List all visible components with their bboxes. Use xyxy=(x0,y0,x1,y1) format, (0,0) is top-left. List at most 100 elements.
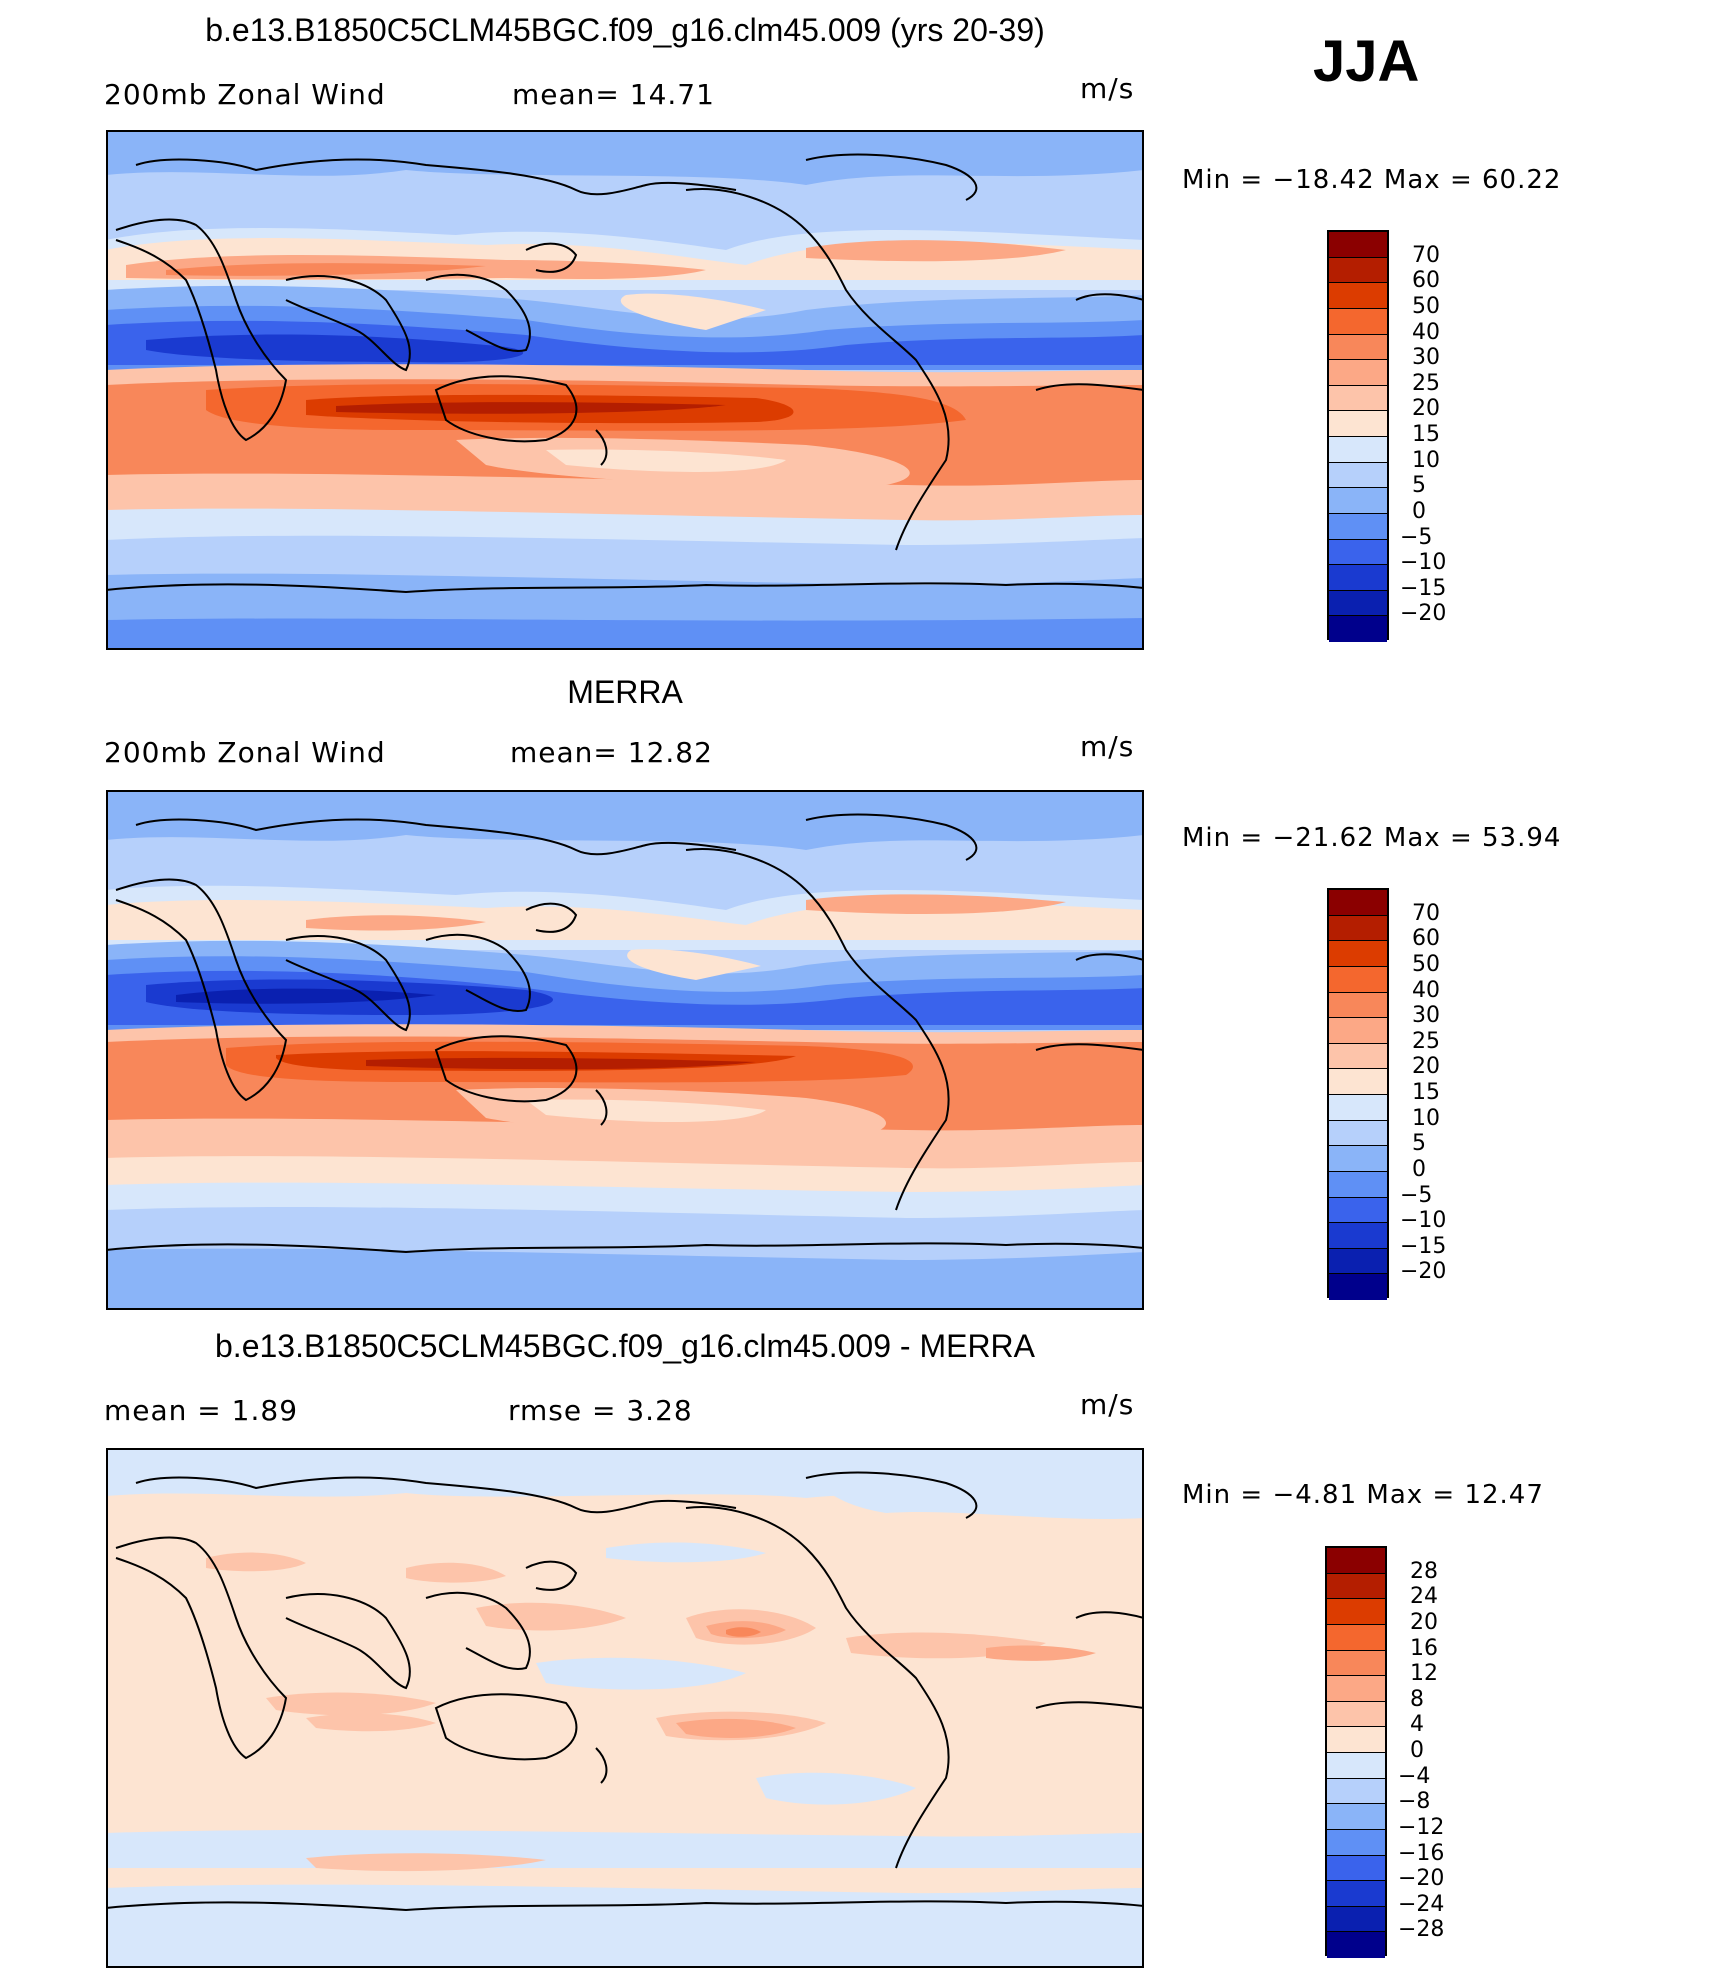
panel-1-title: b.e13.B1850C5CLM45BGC.f09_g16.clm45.009 … xyxy=(205,12,1045,48)
colorbar-swatch xyxy=(1329,915,1387,942)
colorbar-tick-label: 20 xyxy=(1412,1054,1440,1080)
colorbar-swatch xyxy=(1329,590,1387,617)
colorbar-tick-label: 15 xyxy=(1412,1080,1440,1105)
colorbar-tick-label: −8 xyxy=(1398,1789,1431,1815)
panel-1-colorbar xyxy=(1327,230,1389,642)
colorbar-swatch xyxy=(1327,1778,1385,1805)
colorbar-tick-label: 8 xyxy=(1410,1686,1424,1712)
colorbar-swatch xyxy=(1329,232,1387,258)
season-label: JJA xyxy=(1313,29,1420,94)
colorbar-tick-label: 40 xyxy=(1412,319,1440,345)
colorbar-swatch xyxy=(1329,1274,1387,1300)
colorbar-tick-label: −15 xyxy=(1400,1233,1447,1259)
panel-2-variable-label: 200mb Zonal Wind xyxy=(104,736,386,769)
colorbar-swatch xyxy=(1329,1223,1387,1249)
panel-3-colorbar xyxy=(1325,1546,1387,1958)
colorbar-tick-label: 12 xyxy=(1410,1661,1438,1687)
colorbar-swatch xyxy=(1327,1829,1385,1856)
colorbar-swatch xyxy=(1329,1069,1387,1095)
panel-1-mean-label: mean= 14.71 xyxy=(512,78,715,111)
colorbar-swatch xyxy=(1327,1804,1385,1830)
panel-3-contour-field xyxy=(106,1448,1144,1968)
colorbar-swatch xyxy=(1329,1248,1387,1275)
colorbar-tick-label: −10 xyxy=(1400,1208,1447,1234)
panel-1-units: m/s xyxy=(1080,72,1135,105)
colorbar-swatch xyxy=(1329,462,1387,489)
panel-2-mean-label: mean= 12.82 xyxy=(510,736,713,769)
colorbar-tick-label: 10 xyxy=(1412,1105,1440,1131)
colorbar-tick-label: 10 xyxy=(1412,447,1440,473)
colorbar-tick-label: −10 xyxy=(1400,550,1447,576)
colorbar-swatch xyxy=(1327,1701,1385,1728)
panel-3-map xyxy=(106,1448,1144,1968)
colorbar-swatch xyxy=(1329,966,1387,993)
colorbar-tick-label: 24 xyxy=(1410,1584,1438,1610)
panel-2-title: MERRA xyxy=(567,674,683,710)
colorbar-tick-label: −5 xyxy=(1400,524,1433,550)
colorbar-swatch xyxy=(1329,941,1387,967)
colorbar-tick-label: −4 xyxy=(1398,1763,1431,1789)
colorbar-tick-label: 16 xyxy=(1410,1635,1438,1661)
colorbar-swatch xyxy=(1327,1573,1385,1600)
colorbar-tick-label: −12 xyxy=(1398,1814,1445,1840)
colorbar-swatch xyxy=(1327,1932,1385,1958)
panel-2-contour-field xyxy=(106,790,1144,1310)
colorbar-swatch xyxy=(1327,1676,1385,1702)
colorbar-tick-label: 15 xyxy=(1412,422,1440,447)
colorbar-tick-label: 0 xyxy=(1410,1738,1424,1763)
colorbar-swatch xyxy=(1329,411,1387,437)
colorbar-swatch xyxy=(1329,890,1387,916)
panel-2-map xyxy=(106,790,1144,1310)
colorbar-swatch xyxy=(1327,1624,1385,1651)
colorbar-swatch xyxy=(1329,488,1387,514)
colorbar-tick-label: 5 xyxy=(1412,1131,1426,1157)
colorbar-tick-label: 0 xyxy=(1412,498,1426,524)
panel-2-units: m/s xyxy=(1080,730,1135,763)
colorbar-swatch xyxy=(1327,1753,1385,1779)
colorbar-swatch xyxy=(1329,334,1387,361)
colorbar-swatch xyxy=(1329,992,1387,1019)
colorbar-swatch xyxy=(1327,1548,1385,1574)
colorbar-tick-label: 25 xyxy=(1412,1028,1440,1054)
colorbar-tick-label: −20 xyxy=(1398,1866,1445,1892)
colorbar-tick-label: −15 xyxy=(1400,575,1447,601)
colorbar-swatch xyxy=(1329,437,1387,463)
panel-2-colorbar xyxy=(1327,888,1389,1300)
colorbar-swatch xyxy=(1329,257,1387,284)
colorbar-swatch xyxy=(1329,1146,1387,1172)
colorbar-swatch xyxy=(1329,1018,1387,1044)
colorbar-swatch xyxy=(1329,385,1387,412)
colorbar-swatch xyxy=(1329,283,1387,309)
colorbar-tick-label: 60 xyxy=(1412,268,1440,294)
colorbar-swatch xyxy=(1329,360,1387,386)
colorbar-tick-label: 40 xyxy=(1412,977,1440,1003)
panel-1-minmax: Min = −18.42 Max = 60.22 xyxy=(1182,165,1562,195)
panel-1-variable-label: 200mb Zonal Wind xyxy=(104,78,386,111)
colorbar-tick-label: 30 xyxy=(1412,345,1440,371)
colorbar-tick-label: 20 xyxy=(1412,396,1440,422)
panel-3-mean-label: mean = 1.89 xyxy=(104,1394,299,1427)
panel-2-coastlines xyxy=(106,813,1144,1254)
colorbar-tick-label: −5 xyxy=(1400,1182,1433,1208)
colorbar-tick-label: 0 xyxy=(1412,1156,1426,1182)
colorbar-swatch xyxy=(1327,1906,1385,1933)
colorbar-tick-label: 5 xyxy=(1412,473,1426,499)
colorbar-swatch xyxy=(1329,1197,1387,1224)
colorbar-tick-label: 70 xyxy=(1412,900,1440,926)
colorbar-swatch xyxy=(1329,1095,1387,1121)
panel-2-minmax: Min = −21.62 Max = 53.94 xyxy=(1182,823,1562,853)
colorbar-tick-label: 20 xyxy=(1410,1609,1438,1635)
colorbar-swatch xyxy=(1329,1171,1387,1198)
panel-1-contour-field xyxy=(106,130,1144,650)
panel-1-coastlines xyxy=(106,153,1144,594)
panel-3-units: m/s xyxy=(1080,1388,1135,1421)
colorbar-tick-label: 50 xyxy=(1412,293,1440,319)
colorbar-swatch xyxy=(1329,539,1387,566)
colorbar-swatch xyxy=(1327,1881,1385,1907)
colorbar-tick-label: 70 xyxy=(1412,242,1440,268)
colorbar-tick-label: −24 xyxy=(1398,1891,1445,1917)
colorbar-tick-label: −20 xyxy=(1400,1259,1447,1285)
panel-3-minmax: Min = −4.81 Max = 12.47 xyxy=(1182,1480,1544,1510)
colorbar-swatch xyxy=(1327,1855,1385,1882)
colorbar-tick-label: 30 xyxy=(1412,1003,1440,1029)
